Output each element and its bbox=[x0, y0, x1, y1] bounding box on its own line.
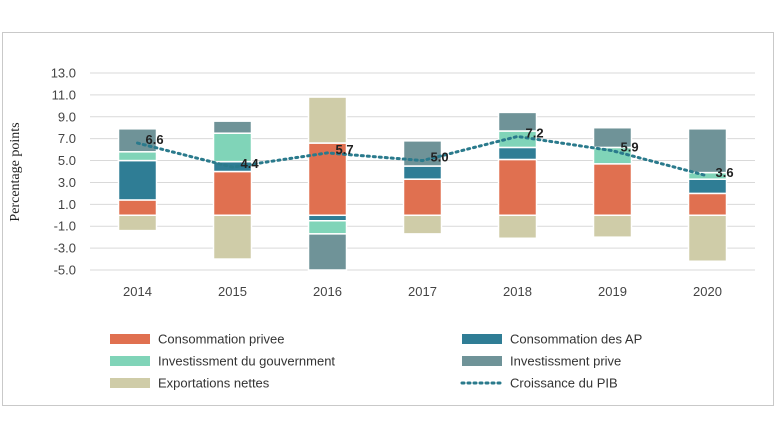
gdp-growth-line: 6.6 4.4 5.7 5.0 7.2 5.9 3.6 bbox=[136, 125, 734, 180]
bar-segment bbox=[117, 214, 158, 232]
y-tick-label: -1.0 bbox=[54, 219, 76, 234]
data-label: 3.6 bbox=[716, 165, 734, 180]
data-label: 5.9 bbox=[621, 140, 639, 155]
y-tick-label: 13.0 bbox=[51, 66, 76, 81]
y-axis-ticks: 13.0 11.0 9.0 7.0 5.0 3.0 1.0 -1.0 -3.0 -5.0 bbox=[51, 66, 76, 278]
y-tick-label: 11.0 bbox=[52, 87, 76, 102]
x-tick-label: 2016 bbox=[313, 284, 342, 299]
data-label: 5.0 bbox=[431, 150, 449, 165]
x-tick-label: 2015 bbox=[218, 284, 247, 299]
bar-segment bbox=[307, 233, 348, 271]
x-tick-label: 2018 bbox=[503, 284, 532, 299]
legend-label: Investissment prive bbox=[510, 354, 621, 369]
bar-segment bbox=[307, 96, 348, 144]
y-tick-label: -3.0 bbox=[54, 241, 76, 256]
legend-label: Consommation privee bbox=[158, 332, 284, 347]
y-tick-label: 5.0 bbox=[58, 153, 76, 168]
legend-label: Consommation des AP bbox=[510, 332, 642, 347]
data-label: 4.4 bbox=[241, 156, 260, 171]
bar-segment bbox=[307, 220, 348, 235]
y-tick-label: 1.0 bbox=[58, 197, 76, 212]
bar-segment bbox=[212, 170, 253, 217]
y-tick-label: 7.0 bbox=[58, 131, 76, 146]
gridlines bbox=[90, 72, 755, 271]
y-axis-title: Percentage points bbox=[8, 122, 23, 221]
bar-segment bbox=[497, 146, 538, 161]
legend: Consommation privee Consommation des AP In… bbox=[110, 332, 642, 391]
bar-segment bbox=[497, 111, 538, 132]
legend-label: Exportations nettes bbox=[158, 376, 270, 391]
bar-segment bbox=[497, 158, 538, 217]
bar-segment bbox=[687, 128, 728, 174]
bar-segment bbox=[687, 192, 728, 217]
bar-segment bbox=[117, 151, 158, 162]
legend-swatch bbox=[462, 356, 502, 366]
bar-segment bbox=[117, 128, 158, 153]
bar-segment bbox=[117, 199, 158, 217]
legend-swatch bbox=[462, 334, 502, 344]
bar-segment bbox=[402, 178, 443, 217]
bar-segment bbox=[117, 159, 158, 201]
data-label: 6.6 bbox=[146, 132, 164, 147]
x-tick-label: 2014 bbox=[123, 284, 152, 299]
bar-segment bbox=[402, 165, 443, 180]
data-label: 5.7 bbox=[336, 142, 354, 157]
legend-label: Investissment du gouvernment bbox=[158, 354, 335, 369]
x-tick-label: 2020 bbox=[693, 284, 722, 299]
bar-segment bbox=[212, 120, 253, 134]
legend-swatch bbox=[110, 334, 150, 344]
x-tick-label: 2019 bbox=[598, 284, 627, 299]
data-label: 7.2 bbox=[526, 125, 544, 140]
x-axis-ticks: 2014 2015 2016 2017 2018 2019 2020 bbox=[123, 284, 722, 299]
bar-segment bbox=[592, 126, 633, 149]
bar-segment bbox=[212, 214, 253, 260]
y-tick-label: 3.0 bbox=[58, 175, 76, 190]
gdp-growth-path bbox=[136, 134, 709, 178]
bar-segment bbox=[687, 178, 728, 195]
bar-segment bbox=[592, 163, 633, 217]
bar-segment bbox=[687, 214, 728, 262]
legend-label: Croissance du PIB bbox=[510, 376, 618, 391]
bar-segment bbox=[307, 214, 348, 222]
y-tick-label: -5.0 bbox=[54, 263, 76, 278]
legend-swatch bbox=[110, 378, 150, 388]
y-tick-label: 9.0 bbox=[58, 109, 76, 124]
legend-swatch bbox=[110, 356, 150, 366]
bar-segment bbox=[402, 214, 443, 235]
bar-segment bbox=[497, 214, 538, 240]
bar-stacks bbox=[117, 96, 728, 271]
x-tick-label: 2017 bbox=[408, 284, 437, 299]
bar-segment bbox=[592, 214, 633, 238]
